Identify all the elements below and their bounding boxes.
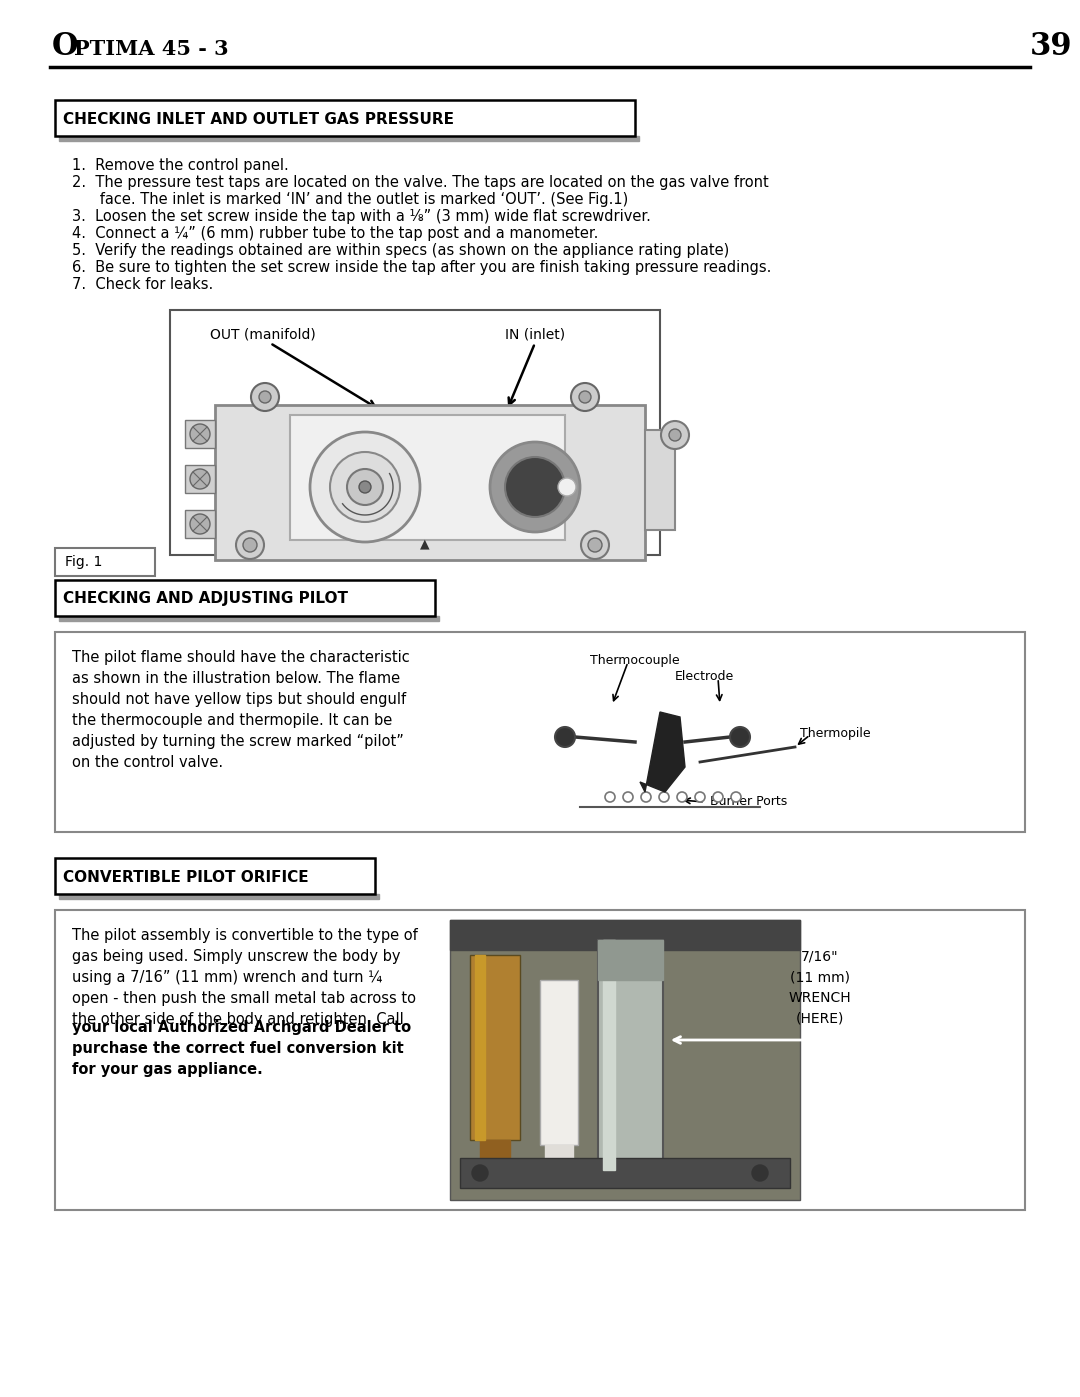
Circle shape (237, 531, 264, 559)
Circle shape (472, 1165, 488, 1180)
Bar (450, 921, 800, 1200)
Circle shape (190, 469, 210, 489)
Text: 7/16"
(11 mm)
WRENCH
(HERE): 7/16" (11 mm) WRENCH (HERE) (788, 950, 851, 1025)
Text: 5.  Verify the readings obtained are within specs (as shown on the appliance rat: 5. Verify the readings obtained are with… (72, 243, 729, 258)
Text: The pilot assembly is convertible to the type of
gas being used. Simply unscrew : The pilot assembly is convertible to the… (72, 928, 418, 1027)
Circle shape (243, 538, 257, 552)
Bar (55, 548, 156, 576)
Text: IN (inlet): IN (inlet) (505, 328, 565, 342)
Text: Burner Ports: Burner Ports (710, 795, 787, 807)
Circle shape (730, 726, 750, 747)
Bar (603, 940, 615, 1171)
Text: ▲: ▲ (420, 536, 430, 550)
Bar (460, 1158, 789, 1187)
Circle shape (581, 531, 609, 559)
Text: The pilot flame should have the characteristic
as shown in the illustration belo: The pilot flame should have the characte… (72, 650, 409, 770)
Text: 6.  Be sure to tighten the set screw inside the tap after you are finish taking : 6. Be sure to tighten the set screw insi… (72, 260, 771, 275)
Circle shape (642, 792, 651, 802)
Polygon shape (640, 712, 685, 792)
Circle shape (696, 792, 705, 802)
Bar (480, 1140, 510, 1165)
Text: O: O (52, 31, 79, 61)
Text: face. The inlet is marked ‘IN’ and the outlet is marked ‘OUT’. (See Fig.1): face. The inlet is marked ‘IN’ and the o… (72, 191, 629, 207)
Circle shape (669, 429, 681, 441)
Bar (291, 415, 565, 541)
Bar (598, 940, 663, 981)
Circle shape (330, 453, 400, 522)
Circle shape (661, 420, 689, 448)
Bar (55, 631, 1025, 833)
Text: CONVERTIBLE PILOT ORIFICE: CONVERTIBLE PILOT ORIFICE (63, 869, 309, 884)
Text: 2.  The pressure test taps are located on the valve. The taps are located on the: 2. The pressure test taps are located on… (72, 175, 769, 190)
Bar (215, 405, 645, 560)
Circle shape (588, 538, 602, 552)
Circle shape (359, 481, 372, 493)
Bar (55, 858, 375, 894)
Circle shape (190, 514, 210, 534)
Circle shape (190, 425, 210, 444)
Circle shape (605, 792, 615, 802)
Circle shape (752, 1165, 768, 1180)
Circle shape (505, 457, 565, 517)
Bar (645, 430, 675, 529)
Text: Electrode: Electrode (675, 671, 734, 683)
Circle shape (713, 792, 723, 802)
Bar (59, 616, 438, 622)
Bar (475, 956, 485, 1140)
Circle shape (251, 383, 279, 411)
Text: your local Authorized Archgard Dealer to
purchase the correct fuel conversion ki: your local Authorized Archgard Dealer to… (72, 1020, 411, 1077)
Text: 7.  Check for leaks.: 7. Check for leaks. (72, 277, 213, 292)
Bar (185, 510, 215, 538)
Text: OUT (manifold): OUT (manifold) (210, 328, 315, 342)
Bar (540, 981, 578, 1146)
Text: CHECKING INLET AND OUTLET GAS PRESSURE: CHECKING INLET AND OUTLET GAS PRESSURE (63, 112, 454, 127)
Text: CHECKING AND ADJUSTING PILOT: CHECKING AND ADJUSTING PILOT (63, 591, 348, 606)
Bar (59, 136, 639, 141)
Circle shape (731, 792, 741, 802)
Text: Thermocouple: Thermocouple (590, 654, 679, 666)
Bar (598, 940, 663, 1171)
Bar (55, 101, 635, 136)
Circle shape (623, 792, 633, 802)
Circle shape (579, 391, 591, 402)
Bar (170, 310, 660, 555)
Bar (185, 465, 215, 493)
Text: Thermopile: Thermopile (800, 726, 870, 740)
Circle shape (555, 726, 575, 747)
Text: Fig. 1: Fig. 1 (65, 555, 103, 569)
Circle shape (558, 478, 576, 496)
Bar (55, 909, 1025, 1210)
Bar (470, 956, 519, 1140)
Circle shape (659, 792, 669, 802)
Bar (185, 420, 215, 448)
Circle shape (490, 441, 580, 532)
Circle shape (677, 792, 687, 802)
Circle shape (571, 383, 599, 411)
Text: 3.  Loosen the set screw inside the tap with a ⅛” (3 mm) wide flat screwdriver.: 3. Loosen the set screw inside the tap w… (72, 210, 651, 224)
Bar (59, 894, 379, 900)
Circle shape (347, 469, 383, 504)
Text: 1.  Remove the control panel.: 1. Remove the control panel. (72, 158, 288, 173)
Circle shape (259, 391, 271, 402)
Text: 4.  Connect a ¼” (6 mm) rubber tube to the tap post and a manometer.: 4. Connect a ¼” (6 mm) rubber tube to th… (72, 226, 598, 242)
Bar (545, 1146, 573, 1171)
Circle shape (310, 432, 420, 542)
Text: PTIMA 45 - 3: PTIMA 45 - 3 (75, 39, 229, 59)
Bar (450, 921, 800, 950)
Text: 39: 39 (1030, 31, 1072, 61)
Bar (55, 580, 435, 616)
